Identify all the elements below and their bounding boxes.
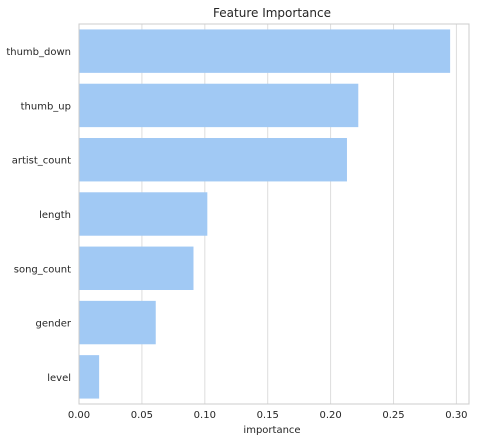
bar-gender <box>79 300 156 345</box>
bar-artist-count <box>79 138 347 182</box>
y-tick-label: level <box>47 373 71 384</box>
y-tick-label: thumb_up <box>21 101 71 112</box>
bars <box>79 29 451 399</box>
plot-frame <box>78 23 470 405</box>
bar-thumb-up <box>79 83 359 128</box>
bar-length <box>79 192 208 236</box>
x-tick-label: 0.10 <box>194 410 216 421</box>
x-axis-label: importance <box>243 425 300 436</box>
bar-song-count <box>79 246 194 290</box>
x-tick-label: 0.30 <box>445 410 467 421</box>
bar-thumb-down <box>79 29 451 73</box>
y-tick-label: song_count <box>14 264 71 275</box>
x-tick-labels: 0.00 0.05 0.10 0.15 0.20 0.25 0.30 <box>68 410 468 421</box>
y-tick-label: gender <box>36 319 72 330</box>
x-tick-label: 0.15 <box>257 410 279 421</box>
x-tick-label: 0.20 <box>319 410 341 421</box>
x-tick-label: 0.05 <box>131 410 153 421</box>
chart-title: Feature Importance <box>213 6 331 20</box>
x-tick-label: 0.00 <box>68 410 90 421</box>
y-tick-label: artist_count <box>12 156 71 167</box>
y-tick-label: thumb_down <box>6 47 71 58</box>
bar-level <box>79 355 100 399</box>
x-tick-label: 0.25 <box>382 410 404 421</box>
y-tick-label: length <box>39 210 71 221</box>
